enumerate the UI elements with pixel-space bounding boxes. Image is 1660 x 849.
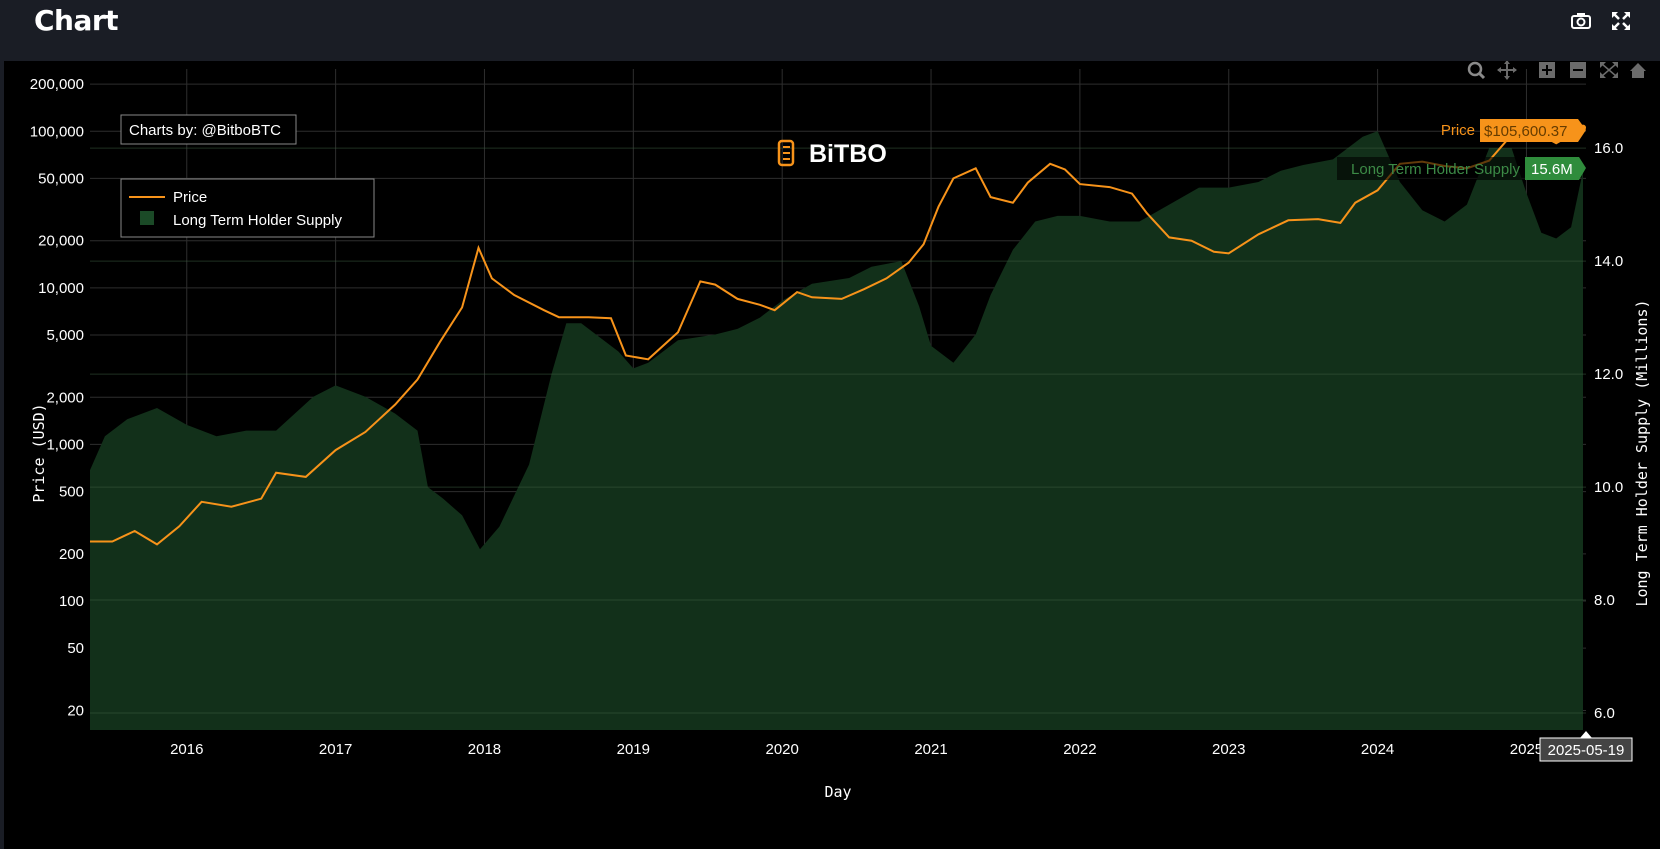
hover-date: 2025-05-19: [1539, 731, 1633, 762]
series-supply-area: [90, 131, 1584, 731]
series-price-line: [90, 126, 1584, 546]
zoom-icon[interactable]: [1467, 61, 1486, 80]
y-tick-label: 50: [67, 640, 84, 657]
x-tick-label: 2018: [468, 741, 501, 758]
credit-text: Charts by: @BitboBTC: [129, 122, 281, 139]
pan-icon[interactable]: [1497, 61, 1517, 80]
x-tick-label: 2025: [1510, 741, 1543, 758]
y2-tick-label: 10.0: [1594, 479, 1623, 496]
y-tick-label: 200,000: [30, 76, 84, 93]
y-axis-title: Price (USD): [30, 403, 48, 502]
y-tick-label: 5,000: [46, 327, 84, 344]
hover-price: Price $105,600.37: [1441, 119, 1586, 142]
y-tick-label: 1,000: [46, 436, 84, 453]
x-tick-label: 2021: [914, 741, 947, 758]
x-tick-label: 2017: [319, 741, 352, 758]
y2-axis-ticks: 6.0 8.0 10.0 12.0 14.0 16.0: [1594, 140, 1623, 722]
y2-tick-label: 14.0: [1594, 253, 1623, 270]
fullscreen-icon[interactable]: [1610, 10, 1632, 32]
legend-box: [120, 178, 375, 238]
y2-gridlines: [90, 147, 1586, 714]
watermark-brand: BiTBO: [809, 140, 887, 168]
legend-supply-swatch: [140, 211, 154, 225]
credit-box: [120, 114, 297, 145]
y2-tick-label: 6.0: [1594, 705, 1615, 722]
y-tick-label: 20: [67, 702, 84, 719]
hover-price-box: [1480, 119, 1578, 142]
bitbo-logo-icon: [777, 139, 795, 167]
x-tick-label: 2024: [1361, 741, 1394, 758]
y-tick-label: 500: [59, 484, 84, 501]
y-axis-ticks: 20 50 100 200 500 1,000 2,000 5,000 10,000 20,000…: [30, 76, 84, 719]
zoom-out-icon[interactable]: [1570, 62, 1586, 78]
y2-tick-label: 8.0: [1594, 592, 1615, 609]
camera-icon[interactable]: [1570, 10, 1592, 32]
y-tick-label: 2,000: [46, 389, 84, 406]
hover-price-point: [1580, 124, 1587, 131]
page-title: Chart: [34, 4, 119, 37]
y2-tick-label: 12.0: [1594, 366, 1623, 383]
x-tick-label: 2019: [617, 741, 650, 758]
header-bar: Chart: [0, 0, 1660, 60]
y-tick-label: 50,000: [38, 170, 84, 187]
legend[interactable]: Price Long Term Holder Supply: [120, 178, 375, 238]
x-tick-label: 2020: [765, 741, 798, 758]
modebar[interactable]: [1467, 61, 1646, 80]
chart-svg[interactable]: 20 50 100 200 500 1,000 2,000 5,000 10,000 20,000…: [4, 61, 1660, 849]
y2-tick-label: 16.0: [1594, 140, 1623, 157]
y-tick-label: 100,000: [30, 123, 84, 140]
hover-supply: Long Term Holder Supply 15.6M: [1337, 157, 1586, 180]
y-tick-label: 10,000: [38, 280, 84, 297]
hover-supply-label: Long Term Holder Supply: [1351, 161, 1520, 178]
plot-area[interactable]: 20 50 100 200 500 1,000 2,000 5,000 10,000 20,000…: [4, 61, 1660, 849]
hover-price-value: $105,600.37: [1484, 123, 1567, 140]
x-axis-ticks: 2016 2017 2018 2019 2020 2021 2022 2023 2024 2025: [170, 741, 1543, 758]
autoscale-icon[interactable]: [1600, 62, 1618, 78]
zoom-in-icon[interactable]: [1539, 62, 1555, 78]
x-tick-label: 2022: [1063, 741, 1096, 758]
hover-price-label: Price: [1441, 122, 1475, 139]
y2-axis-title: Long Term Holder Supply (Millions): [1633, 299, 1651, 606]
hover-date-value: 2025-05-19: [1548, 742, 1625, 759]
y-tick-label: 100: [59, 593, 84, 610]
legend-price-label[interactable]: Price: [173, 189, 207, 206]
hover-supply-value: 15.6M: [1531, 161, 1573, 178]
hover-supply-box: [1525, 157, 1579, 180]
legend-supply-label[interactable]: Long Term Holder Supply: [173, 212, 342, 229]
bitbo-watermark: BiTBO: [777, 139, 887, 168]
y-tick-label: 200: [59, 546, 84, 563]
y-tick-label: 20,000: [38, 233, 84, 250]
x-tick-label: 2016: [170, 741, 203, 758]
reset-axes-icon[interactable]: [1630, 63, 1646, 78]
x-tick-label: 2023: [1212, 741, 1245, 758]
x-axis-title: Day: [824, 783, 851, 801]
